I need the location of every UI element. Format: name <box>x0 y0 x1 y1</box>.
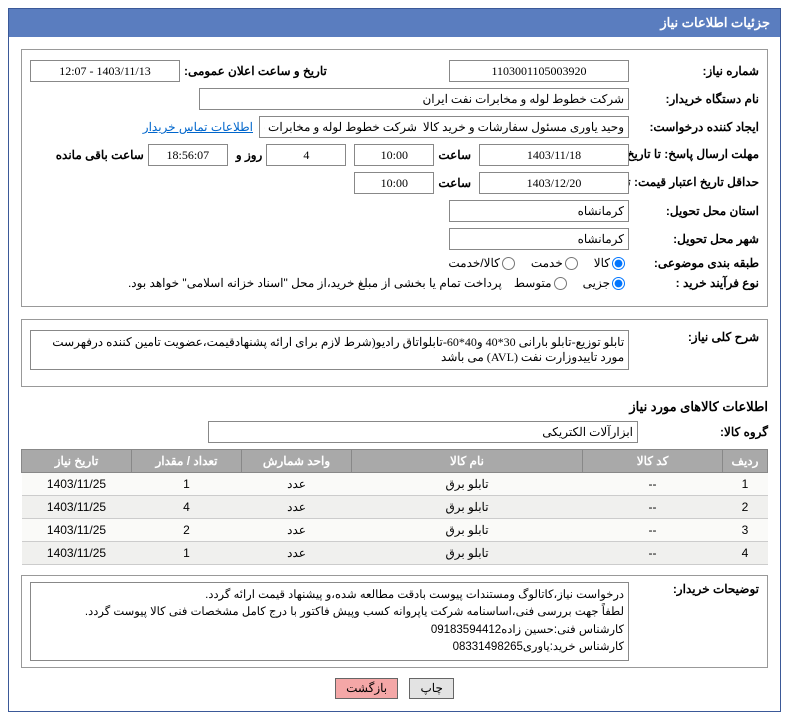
summary-textarea[interactable] <box>30 330 629 370</box>
goods-section-title: اطلاعات کالاهای مورد نیاز <box>21 399 768 415</box>
col-unit: واحد شمارش <box>242 450 352 473</box>
cell-date: 1403/11/25 <box>22 473 132 496</box>
validity-time-label: ساعت <box>434 176 471 190</box>
deadline-days-after-label: روز و <box>232 148 263 162</box>
requester-label: ایجاد کننده درخواست: <box>629 120 759 134</box>
buyer-field[interactable] <box>199 88 629 110</box>
button-row: چاپ بازگشت <box>21 678 768 699</box>
announce-field[interactable] <box>30 60 180 82</box>
process-note: پرداخت تمام یا بخشی از مبلغ خرید،از محل … <box>128 276 502 290</box>
col-row: ردیف <box>723 450 768 473</box>
cell-idx: 4 <box>723 542 768 565</box>
table-row: 2--تابلو برقعدد41403/11/25 <box>22 496 768 519</box>
table-row: 4--تابلو برقعدد11403/11/25 <box>22 542 768 565</box>
category-service-label: خدمت <box>531 256 563 270</box>
category-service-radio[interactable] <box>565 257 578 270</box>
summary-label: شرح کلی نیاز: <box>629 330 759 344</box>
need-number-field[interactable] <box>449 60 629 82</box>
cell-name: تابلو برق <box>352 519 583 542</box>
validity-label: حداقل تاریخ اعتبار قیمت: تا تاریخ: <box>629 175 759 191</box>
cell-name: تابلو برق <box>352 496 583 519</box>
deadline-time-label: ساعت <box>434 148 471 162</box>
general-info-box: شماره نیاز: تاریخ و ساعت اعلان عمومی: نا… <box>21 49 768 307</box>
cell-qty: 2 <box>132 519 242 542</box>
table-row: 3--تابلو برقعدد21403/11/25 <box>22 519 768 542</box>
goods-group-label: گروه کالا: <box>638 425 768 439</box>
cell-code: -- <box>583 542 723 565</box>
category-goods-radio[interactable] <box>612 257 625 270</box>
table-row: 1--تابلو برقعدد11403/11/25 <box>22 473 768 496</box>
cell-unit: عدد <box>242 542 352 565</box>
cell-idx: 1 <box>723 473 768 496</box>
print-button[interactable]: چاپ <box>409 678 453 699</box>
col-date: تاریخ نیاز <box>22 450 132 473</box>
buyer-label: نام دستگاه خریدار: <box>629 92 759 106</box>
back-button[interactable]: بازگشت <box>335 678 398 699</box>
deadline-clock-field[interactable] <box>148 144 228 166</box>
deadline-date-field[interactable] <box>479 144 629 166</box>
goods-table: ردیف کد کالا نام کالا واحد شمارش تعداد /… <box>21 449 768 565</box>
cell-date: 1403/11/25 <box>22 519 132 542</box>
cell-date: 1403/11/25 <box>22 496 132 519</box>
province-field[interactable] <box>449 200 629 222</box>
cell-unit: عدد <box>242 473 352 496</box>
city-field[interactable] <box>449 228 629 250</box>
process-label: نوع فرآیند خرید : <box>629 276 759 290</box>
process-medium-label: متوسط <box>514 276 552 290</box>
cell-unit: عدد <box>242 496 352 519</box>
city-label: شهر محل تحویل: <box>629 232 759 246</box>
cell-name: تابلو برق <box>352 542 583 565</box>
validity-time-field[interactable] <box>354 172 434 194</box>
deadline-remain-label: ساعت باقی مانده <box>52 148 144 162</box>
cell-qty: 1 <box>132 473 242 496</box>
col-qty: تعداد / مقدار <box>132 450 242 473</box>
col-code: کد کالا <box>583 450 723 473</box>
panel-title: جزئیات اطلاعات نیاز <box>9 9 780 37</box>
goods-group-field[interactable] <box>208 421 638 443</box>
cell-code: -- <box>583 519 723 542</box>
deadline-time-field[interactable] <box>354 144 434 166</box>
cell-name: تابلو برق <box>352 473 583 496</box>
validity-date-field[interactable] <box>479 172 629 194</box>
announce-label: تاریخ و ساعت اعلان عمومی: <box>180 64 327 78</box>
cell-qty: 1 <box>132 542 242 565</box>
buyer-notes-box: توضیحات خریدار: درخواست نیاز،کاتالوگ ومس… <box>21 575 768 668</box>
process-medium-radio[interactable] <box>554 277 567 290</box>
col-name: نام کالا <box>352 450 583 473</box>
panel-body: شماره نیاز: تاریخ و ساعت اعلان عمومی: نا… <box>9 37 780 711</box>
province-label: استان محل تحویل: <box>629 204 759 218</box>
requester-field[interactable] <box>259 116 629 138</box>
category-label: طبقه بندی موضوعی: <box>629 256 759 270</box>
cell-code: -- <box>583 496 723 519</box>
cell-qty: 4 <box>132 496 242 519</box>
process-small-radio[interactable] <box>612 277 625 290</box>
deadline-days-field[interactable] <box>266 144 346 166</box>
cell-unit: عدد <box>242 519 352 542</box>
details-panel: جزئیات اطلاعات نیاز شماره نیاز: تاریخ و … <box>8 8 781 712</box>
summary-box: شرح کلی نیاز: <box>21 319 768 387</box>
need-number-label: شماره نیاز: <box>629 64 759 78</box>
buyer-notes-label: توضیحات خریدار: <box>629 582 759 661</box>
cell-code: -- <box>583 473 723 496</box>
deadline-label: مهلت ارسال پاسخ: تا تاریخ: <box>629 147 759 163</box>
cell-date: 1403/11/25 <box>22 542 132 565</box>
category-both-label: کالا/خدمت <box>448 256 499 270</box>
process-small-label: جزیی <box>583 276 610 290</box>
buyer-notes-text: درخواست نیاز،کاتالوگ ومستندات پیوست بادق… <box>30 582 629 661</box>
buyer-contact-link[interactable]: اطلاعات تماس خریدار <box>143 120 253 134</box>
cell-idx: 3 <box>723 519 768 542</box>
category-both-radio[interactable] <box>502 257 515 270</box>
cell-idx: 2 <box>723 496 768 519</box>
category-goods-label: کالا <box>594 256 610 270</box>
